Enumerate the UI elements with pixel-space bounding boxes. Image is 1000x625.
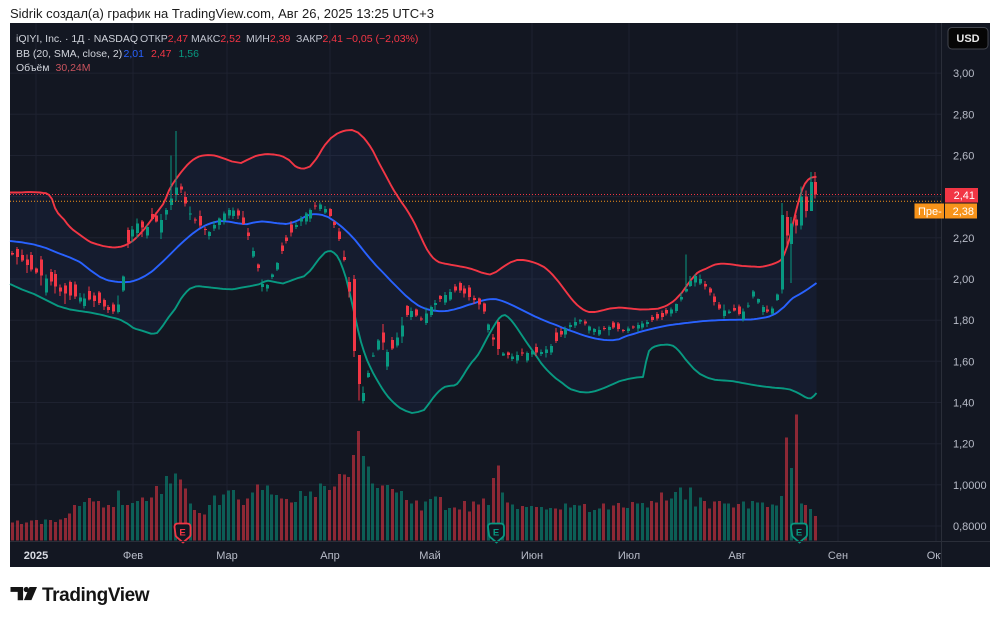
svg-text:Окт: Окт xyxy=(927,550,946,562)
svg-text:1,80: 1,80 xyxy=(953,315,974,327)
svg-text:E: E xyxy=(179,528,185,539)
svg-text:3,00: 3,00 xyxy=(953,68,974,80)
svg-text:2,41: 2,41 xyxy=(954,190,975,202)
svg-text:E: E xyxy=(493,528,499,539)
svg-text:1,20: 1,20 xyxy=(953,439,974,451)
svg-text:Сен: Сен xyxy=(828,550,848,562)
svg-text:1,40: 1,40 xyxy=(953,398,974,410)
svg-text:Июл: Июл xyxy=(618,550,640,562)
svg-text:Авг: Авг xyxy=(728,550,745,562)
svg-text:Май: Май xyxy=(419,550,441,562)
svg-text:BB (20, SMA, close, 2)2,012,47: BB (20, SMA, close, 2)2,01 2,47 1,56 xyxy=(16,48,199,60)
svg-text:E: E xyxy=(796,528,802,539)
svg-text:Апр: Апр xyxy=(320,550,339,562)
svg-text:USD: USD xyxy=(956,33,979,45)
svg-text:Июн: Июн xyxy=(521,550,543,562)
svg-text:Мар: Мар xyxy=(216,550,238,562)
svg-text:Sidrik создал(а) график на Tra: Sidrik создал(а) график на TradingView.c… xyxy=(10,6,434,21)
svg-text:0,8000: 0,8000 xyxy=(953,521,987,533)
svg-text:1,0000: 1,0000 xyxy=(953,480,987,492)
svg-text:2025: 2025 xyxy=(24,550,48,562)
svg-text:iQIYI, Inc. · 1Д · NASDAQ: iQIYI, Inc. · 1Д · NASDAQ xyxy=(16,33,138,45)
svg-text:Пре-: Пре- xyxy=(918,206,942,218)
svg-text:2,80: 2,80 xyxy=(953,109,974,121)
svg-text:TradingView: TradingView xyxy=(42,585,150,606)
svg-text:2,20: 2,20 xyxy=(953,233,974,245)
svg-text:1,60: 1,60 xyxy=(953,356,974,368)
svg-text:2,60: 2,60 xyxy=(953,151,974,163)
svg-text:2,00: 2,00 xyxy=(953,274,974,286)
svg-text:Фев: Фев xyxy=(123,550,143,562)
svg-text:2,38: 2,38 xyxy=(953,206,974,218)
